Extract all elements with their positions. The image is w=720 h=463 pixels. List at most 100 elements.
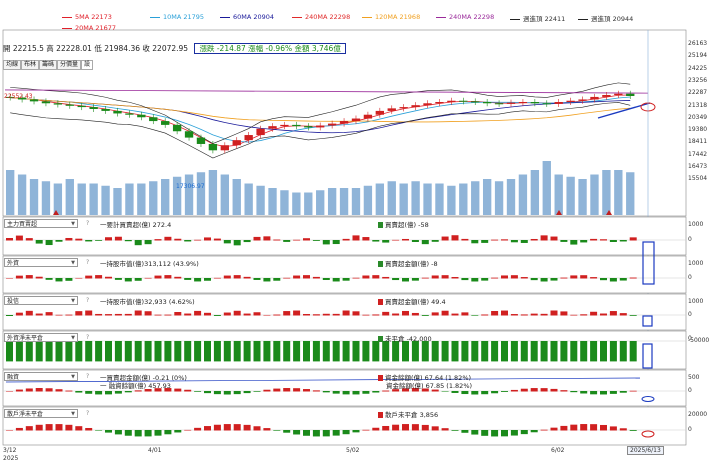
panel-value: 未平倉 -42,000: [378, 333, 432, 343]
volume-bar: [375, 183, 385, 215]
date-tick: 6/02: [551, 447, 565, 454]
legend-item: 240MA 22298: [292, 13, 350, 21]
legend-label: 10MA 21795: [163, 13, 205, 21]
indicator-bar: [619, 428, 627, 431]
indicator-select[interactable]: 散戶淨未平倉 ▼: [4, 409, 78, 418]
indicator-bar: [124, 313, 132, 316]
signal-marker: [556, 210, 562, 215]
help-icon[interactable]: ?: [86, 373, 90, 380]
indicator-bar: [431, 389, 439, 392]
ohlc-readout: 開 22215.5 高 22228.01 低 21984.36 收 22072.…: [3, 43, 346, 56]
indicator-bar: [134, 278, 142, 281]
value-swatch: [378, 222, 383, 228]
help-icon[interactable]: ?: [86, 410, 90, 417]
indicator-bar: [421, 240, 429, 245]
indicator-bar: [540, 313, 548, 316]
indicator-bar: [421, 424, 429, 431]
indicator-bar: [194, 391, 202, 392]
indicator-tabs: 均線 布林 籌碼 分價量設: [3, 60, 94, 70]
indicator-bar: [55, 314, 63, 316]
indicator-bar: [411, 312, 419, 316]
indicator-select-value: 外資: [7, 260, 20, 267]
indicator-bar: [491, 239, 499, 241]
tab-3[interactable]: 分價量: [57, 60, 82, 70]
indicator-bar: [540, 278, 548, 282]
indicator-bar: [65, 390, 73, 392]
change-box: 漲跌 -214.87 漲幅 -0.96% 金額 3,746億: [194, 43, 346, 54]
indicator-select[interactable]: 融資 ▼: [4, 372, 78, 381]
indicator-tick: 0: [688, 236, 692, 243]
indicator-bar: [510, 389, 518, 392]
indicator-select-value: 融資: [7, 374, 20, 381]
legend-swatch: [220, 16, 230, 18]
indicator-select[interactable]: 外資淨未平倉 ▼: [4, 333, 78, 342]
value-swatch: [378, 299, 383, 305]
indicator-bar: [85, 275, 93, 279]
band-line: [10, 102, 631, 159]
indicator-bar: [362, 275, 370, 279]
tab-4[interactable]: 設: [81, 60, 94, 70]
indicator-bar: [629, 315, 637, 316]
panel-header: 投信 ▼?: [4, 295, 89, 306]
indicator-bar: [95, 391, 103, 395]
indicator-bar: [263, 236, 271, 241]
volume-bar: [339, 188, 349, 215]
indicator-bar: [15, 235, 23, 241]
help-icon[interactable]: ?: [86, 334, 90, 341]
indicator-bar: [45, 424, 53, 431]
indicator-bar: [293, 341, 301, 362]
indicator-bar: [501, 239, 508, 241]
tab-0[interactable]: 均線: [3, 60, 22, 70]
volume-bar: [471, 181, 480, 215]
indicator-bar: [461, 430, 469, 433]
indicator-bar: [164, 314, 172, 316]
indicator-bar: [609, 426, 617, 431]
candle-body: [554, 102, 563, 104]
indicator-select[interactable]: 主力買賣超 ▼: [4, 219, 78, 228]
indicator-bar: [303, 275, 310, 279]
indicator-bar: [600, 278, 607, 281]
indicator-bar: [95, 313, 103, 316]
indicator-bar: [283, 430, 291, 433]
help-icon[interactable]: ?: [86, 297, 90, 304]
indicator-bar: [411, 341, 419, 362]
volume-bar: [327, 188, 337, 215]
indicator-bar: [431, 341, 439, 362]
indicator-bar: [223, 312, 231, 316]
candle-body: [125, 113, 134, 115]
indicator-bar: [223, 424, 231, 431]
candle-body: [232, 140, 241, 146]
indicator-bar: [352, 235, 360, 241]
help-icon[interactable]: ?: [86, 259, 90, 266]
candle-body: [101, 108, 110, 111]
ma-line: [10, 97, 631, 123]
indicator-bar: [501, 310, 508, 316]
indicator-bar: [570, 341, 578, 362]
indicator-bar: [382, 390, 390, 392]
indicator-bar: [194, 341, 202, 362]
indicator-bar: [619, 278, 627, 281]
indicator-bar: [213, 341, 221, 362]
indicator-bar: [25, 388, 33, 392]
indicator-bar: [293, 239, 301, 241]
indicator-bar: [619, 313, 627, 316]
indicator-bar: [560, 311, 568, 316]
indicator-bar: [580, 314, 588, 316]
indicator-select[interactable]: 外資 ▼: [4, 258, 78, 267]
tab-1[interactable]: 布林: [21, 60, 40, 70]
tab-2[interactable]: 籌碼: [39, 60, 58, 70]
panel-info: 一買賣超金額(億) -0.21 (0%): [100, 374, 187, 382]
candle-body: [387, 108, 396, 111]
indicator-bar: [481, 240, 489, 243]
legend-item: 5MA 22173: [62, 13, 112, 21]
volume-bar: [292, 192, 301, 215]
indicator-bar: [65, 424, 73, 431]
indicator-bar: [35, 341, 43, 362]
indicator-bar: [263, 389, 271, 392]
indicator-select[interactable]: 投信 ▼: [4, 296, 78, 305]
help-icon[interactable]: ?: [86, 220, 90, 227]
legend-item: 240MA 22298: [436, 13, 494, 21]
indicator-bar: [75, 391, 83, 393]
indicator-bar: [154, 388, 162, 392]
